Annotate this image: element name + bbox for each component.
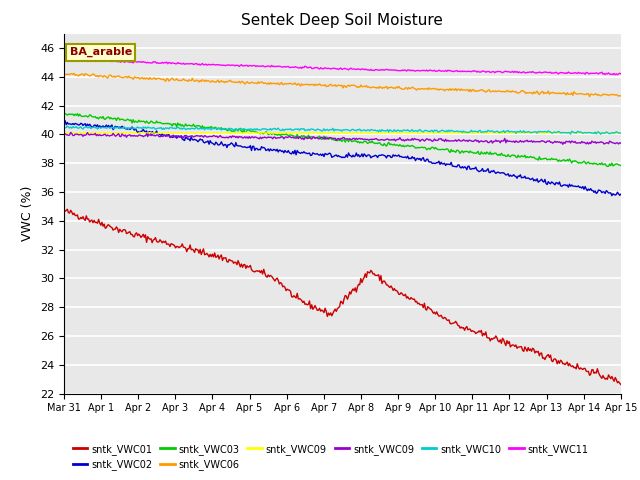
Title: Sentek Deep Soil Moisture: Sentek Deep Soil Moisture [241, 13, 444, 28]
Legend: sntk_VWC01, sntk_VWC02, sntk_VWC03, sntk_VWC06, sntk_VWC09, sntk_VWC09, sntk_VWC: sntk_VWC01, sntk_VWC02, sntk_VWC03, sntk… [69, 440, 593, 474]
Text: BA_arable: BA_arable [70, 47, 132, 58]
Y-axis label: VWC (%): VWC (%) [22, 186, 35, 241]
